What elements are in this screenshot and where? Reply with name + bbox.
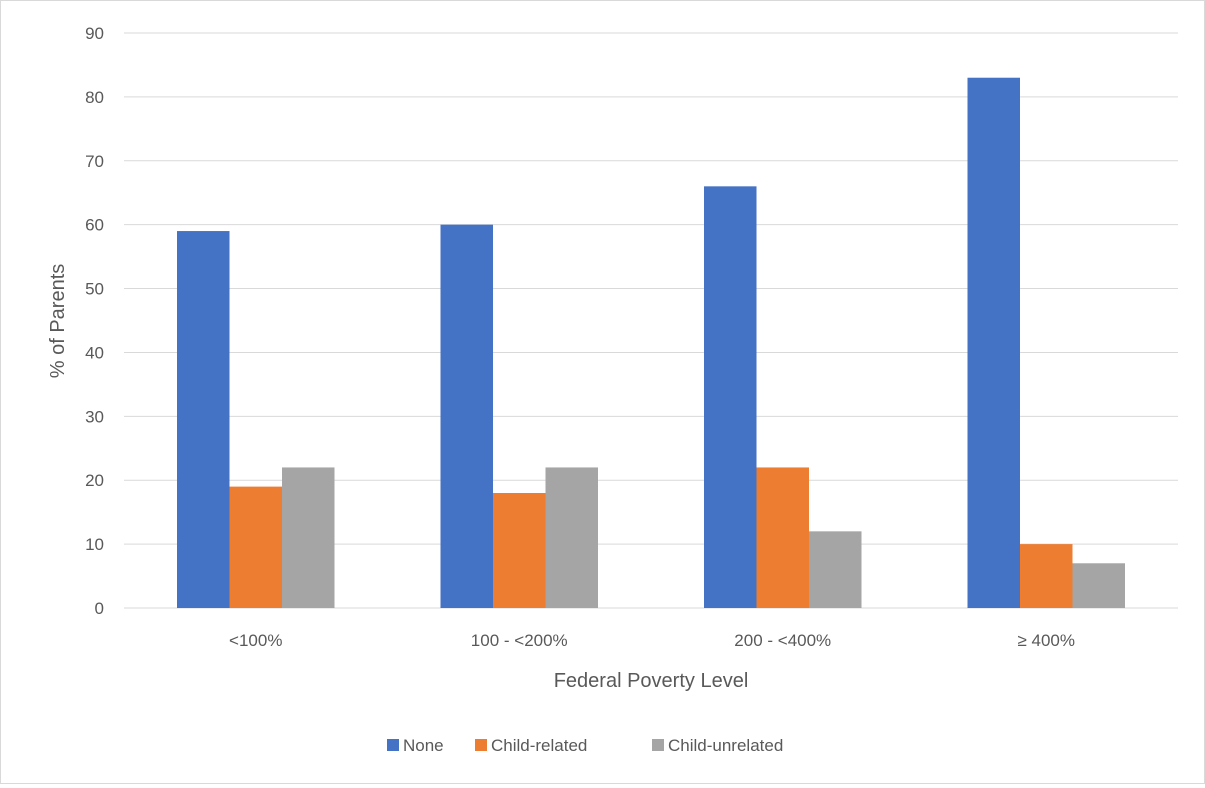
y-axis-title: % of Parents xyxy=(47,264,69,379)
bar-none xyxy=(177,231,230,609)
y-tick-label: 10 xyxy=(85,535,104,554)
bar-child-unrelated xyxy=(282,467,335,608)
bar-none xyxy=(967,77,1020,608)
x-tick-label: ≥ 400% xyxy=(1017,631,1075,650)
legend-item: Child-related xyxy=(475,736,587,755)
y-tick-label: 20 xyxy=(85,471,104,490)
legend-label: Child-related xyxy=(491,736,587,755)
bar-child-related xyxy=(229,486,282,608)
y-tick-label: 40 xyxy=(85,343,104,362)
bar-child-related xyxy=(493,493,546,608)
bar-child-unrelated xyxy=(809,531,862,608)
x-axis-ticks: <100% 100 - <200% 200 - <400% ≥ 400% xyxy=(229,631,1075,650)
y-tick-label: 90 xyxy=(85,24,104,43)
y-tick-label: 80 xyxy=(85,88,104,107)
bar-none xyxy=(440,224,493,608)
y-tick-label: 50 xyxy=(85,280,104,299)
y-tick-label: 30 xyxy=(85,407,104,426)
y-axis-ticks: 0 10 20 30 40 50 60 70 80 90 xyxy=(85,24,104,618)
y-tick-label: 60 xyxy=(85,216,104,235)
legend-swatch xyxy=(652,739,664,751)
bar-none xyxy=(704,186,757,609)
x-tick-label: 100 - <200% xyxy=(471,631,568,650)
x-tick-label: <100% xyxy=(229,631,282,650)
legend-label: Child-unrelated xyxy=(668,736,783,755)
y-tick-label: 0 xyxy=(95,599,104,618)
y-tick-label: 70 xyxy=(85,152,104,171)
bar-child-unrelated xyxy=(545,467,598,608)
legend: None Child-related Child-unrelated xyxy=(387,736,783,755)
x-tick-label: 200 - <400% xyxy=(734,631,831,650)
bar-child-related xyxy=(756,467,809,608)
bar-child-related xyxy=(1020,544,1073,608)
legend-swatch xyxy=(475,739,487,751)
legend-label: None xyxy=(403,736,444,755)
x-axis-title: Federal Poverty Level xyxy=(554,670,749,692)
legend-item: Child-unrelated xyxy=(652,736,783,755)
legend-item: None xyxy=(387,736,444,755)
bars xyxy=(177,77,1125,609)
bar-child-unrelated xyxy=(1072,563,1125,608)
legend-swatch xyxy=(387,739,399,751)
